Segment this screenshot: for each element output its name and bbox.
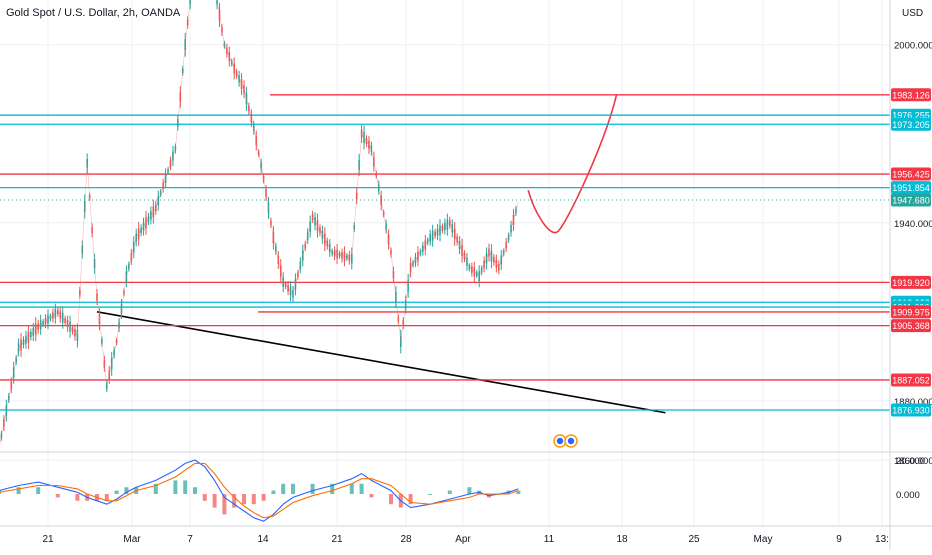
grid-layer: [0, 0, 890, 526]
currency-label: USD: [902, 8, 924, 19]
x-tick-label: 7: [187, 534, 193, 545]
trend-layer: [96, 94, 666, 414]
price-level-label: 1947.680: [892, 196, 930, 206]
macd-histogram-bar: [389, 494, 393, 505]
macd-histogram-bar: [251, 494, 256, 505]
macd-histogram-bar: [428, 494, 433, 495]
trendline: [96, 311, 666, 414]
macd-histogram-bar: [114, 490, 119, 494]
macd-histogram-bar: [222, 494, 227, 515]
macd-histogram-bar: [104, 494, 109, 501]
macd-histogram-bar: [447, 490, 452, 494]
price-level-badge: [891, 373, 931, 387]
x-tick-label: 13:: [875, 534, 889, 545]
event-flag-icon: [556, 437, 564, 445]
price-level-label: 1951.854: [892, 183, 930, 193]
macd-layer: [0, 459, 521, 522]
price-level-badge: [891, 403, 931, 417]
candle-body: [216, 0, 218, 5]
macd-histogram-bar: [173, 480, 178, 494]
y-tick-label: 2000.000: [894, 41, 932, 52]
macd-histogram-bar: [271, 490, 276, 494]
macd-histogram-bar: [183, 480, 188, 494]
event-flag-icon: [567, 437, 575, 445]
macd-histogram-bar: [261, 494, 266, 501]
macd-histogram-bar: [369, 494, 374, 498]
macd-histogram-bar: [193, 487, 197, 494]
macd-histogram-bar: [242, 494, 246, 505]
price-level-badge: [891, 167, 931, 181]
x-tick-label: 25: [688, 534, 700, 545]
price-layer: [0, 0, 519, 445]
price-level-label: 1905.368: [892, 321, 930, 331]
price-level-label: 1876.930: [892, 406, 930, 416]
x-tick-label: Apr: [455, 534, 471, 545]
macd-histogram-bar: [408, 494, 413, 505]
macd-histogram-bar: [310, 483, 315, 494]
x-tick-label: 9: [836, 534, 842, 545]
y-tick-label: 1880.000: [894, 397, 932, 408]
price-level-label: 1909.975: [892, 307, 930, 317]
price-level-badge: [891, 88, 931, 102]
price-level-badge: [891, 181, 931, 195]
price-level-badge: [891, 193, 931, 207]
price-level-label: 1973.205: [892, 120, 930, 130]
price-level-badge: [891, 275, 931, 289]
x-tick-label: May: [754, 534, 773, 545]
macd-histogram-bar: [281, 483, 286, 494]
macd-histogram-bar: [516, 490, 521, 494]
x-tick-label: Mar: [123, 534, 141, 545]
y-tick-label: 1860.000: [894, 456, 932, 467]
price-level-label: 1919.920: [892, 278, 930, 288]
macd-histogram-bar: [202, 494, 207, 501]
price-level-label: 1976.255: [892, 111, 930, 121]
macd-histogram-bar: [232, 494, 237, 508]
chart-title: Gold Spot / U.S. Dollar, 2h, OANDA: [6, 7, 181, 19]
macd-histogram-bar: [153, 483, 158, 494]
price-level-label: 1956.425: [892, 170, 930, 180]
macd-histogram-bar: [359, 483, 364, 494]
price-level-label: 1983.126: [892, 90, 930, 100]
x-tick-label: 11: [544, 534, 555, 545]
macd-histogram-bar: [75, 494, 80, 501]
macd-histogram-bar: [124, 487, 129, 494]
x-tick-label: 21: [331, 534, 343, 545]
macd-histogram-bar: [16, 487, 21, 494]
macd-line: [0, 459, 519, 522]
price-level-badge: [891, 319, 931, 333]
macd-histogram-bar: [467, 487, 472, 494]
macd-histogram-bar: [330, 483, 335, 494]
price-close-line: [0, 0, 519, 445]
x-tick-label: 21: [42, 534, 54, 545]
x-tick-label: 14: [257, 534, 269, 545]
x-tick-label: 28: [400, 534, 412, 545]
price-level-label: 1887.052: [892, 375, 930, 385]
macd-histogram-bar: [212, 494, 217, 508]
signal-line: [0, 462, 519, 519]
levels-layer: [0, 94, 890, 411]
price-level-badge: [891, 117, 931, 131]
macd-histogram-bar: [291, 483, 295, 494]
x-tick-label: 18: [616, 534, 628, 545]
icons-layer: [553, 434, 578, 448]
macd-histogram-bar: [36, 487, 41, 494]
price-level-badge: [891, 305, 931, 319]
macd-histogram-bar: [349, 483, 354, 494]
macd-tick-label: 0.000: [896, 490, 920, 501]
macd-tick-label: 20.000: [896, 456, 925, 467]
y-tick-label: 1940.000: [894, 219, 932, 230]
projection-curve: [527, 94, 618, 234]
macd-histogram-bar: [55, 494, 60, 498]
